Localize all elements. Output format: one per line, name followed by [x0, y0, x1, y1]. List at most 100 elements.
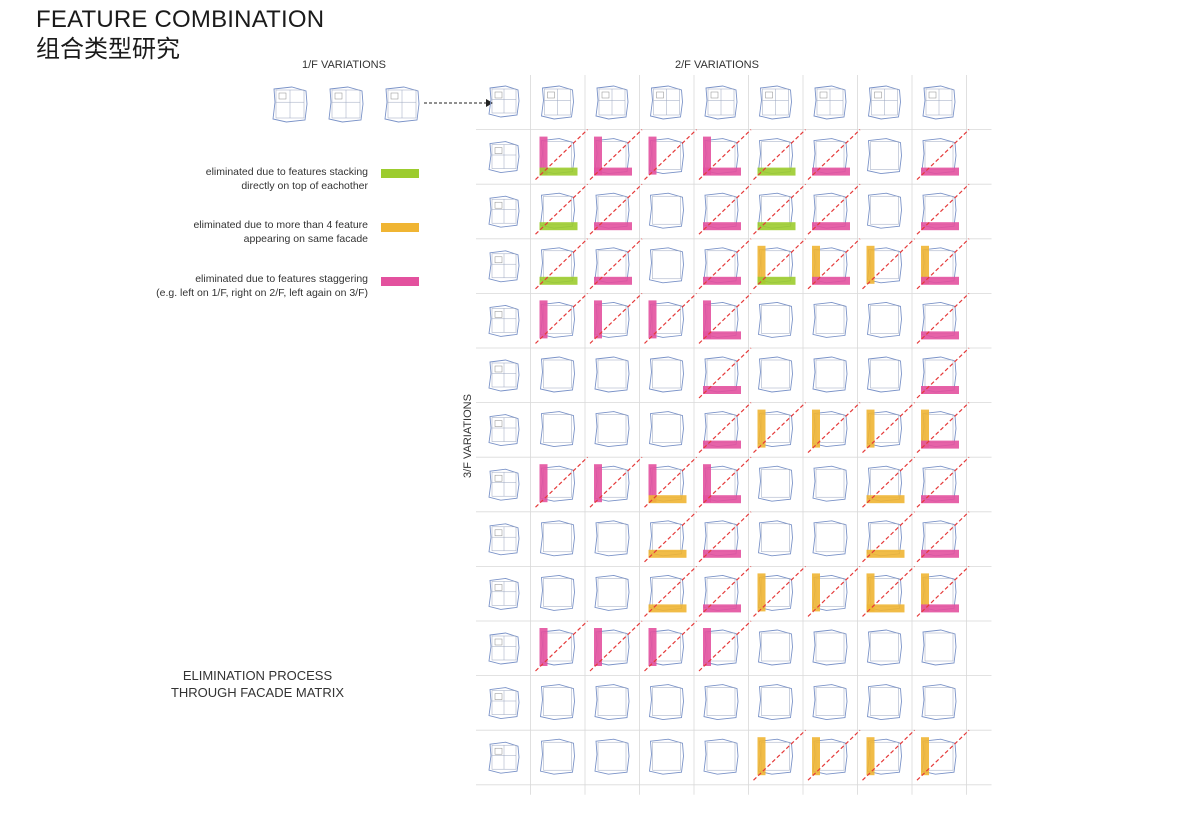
matrix-cell-plan-inner: [652, 468, 681, 498]
matrix-cell-plan-inner: [543, 741, 572, 771]
elimination-slash: [807, 729, 861, 781]
legend-facade-line2: appearing on same facade: [243, 233, 368, 245]
elimination-slash: [753, 402, 806, 454]
matrix-cell-plan-inner: [815, 414, 845, 443]
vertical-feature-bar: [594, 464, 602, 503]
matrix-cell-plan: [812, 301, 848, 338]
matrix-cell-plan-inner: [597, 523, 627, 553]
matrix-cell-plan-inner: [815, 741, 845, 771]
matrix-cell-plan-inner: [706, 414, 736, 443]
elimination-slash: [589, 129, 643, 181]
matrix-cell-plan: [594, 356, 630, 393]
elimination-slash: [589, 292, 643, 344]
matrix-cell-plan-inner: [815, 250, 845, 280]
vertical-feature-bar: [866, 245, 875, 284]
third-floor-plan-stair: [494, 201, 503, 209]
matrix-cell-plan-inner: [597, 141, 627, 170]
third-floor-plan-stair: [494, 584, 503, 591]
matrix-cell-plan-inner: [706, 578, 736, 607]
matrix-cell-plan-inner: [761, 414, 790, 443]
elimination-slash: [535, 183, 588, 235]
elimination-slash: [698, 129, 752, 181]
third-floor-plan: [488, 741, 520, 774]
second-floor-plan-stair: [601, 91, 610, 99]
elimination-slash: [916, 402, 970, 454]
elimination-slash: [862, 402, 915, 454]
matrix-cell-plan-inner: [543, 468, 572, 498]
matrix-cell-plan: [594, 738, 630, 775]
matrix-cell-plan-inner: [870, 141, 899, 170]
corner-plan: [488, 85, 520, 118]
vertical-feature-bar: [866, 737, 875, 776]
elimination-slash: [644, 292, 697, 344]
legend-text-staggering: eliminated due to features staggering (e…: [68, 272, 368, 300]
matrix-cell-plan-inner: [706, 632, 736, 662]
elimination-slash: [862, 729, 915, 781]
matrix-cell-plan-inner: [924, 141, 954, 170]
matrix-cell-plan-inner: [597, 468, 627, 498]
matrix-cell-plan: [649, 411, 684, 448]
vertical-feature-bar: [812, 573, 820, 612]
elimination-slash: [698, 183, 752, 235]
elimination-slash: [698, 347, 752, 399]
vertical-feature-bar: [648, 464, 657, 503]
elimination-slash: [862, 456, 915, 508]
caption-line1: ELIMINATION PROCESS: [182, 668, 333, 683]
matrix-cell-plan-inner: [815, 195, 845, 225]
horizontal-feature-bar: [703, 276, 741, 285]
vertical-feature-bar: [812, 737, 820, 776]
horizontal-feature-bar: [866, 495, 905, 504]
matrix-cell-plan-inner: [597, 195, 627, 225]
third-floor-plan-stair: [494, 311, 503, 318]
second-floor-plan: [868, 85, 901, 120]
elimination-slash: [535, 456, 588, 508]
elimination-slash: [916, 511, 970, 563]
vertical-feature-bar: [921, 573, 929, 612]
horizontal-feature-bar: [812, 276, 850, 285]
vertical-feature-bar: [703, 136, 711, 175]
matrix-cell-plan-inner: [924, 468, 954, 498]
matrix-cell-plan-inner: [652, 687, 681, 716]
elimination-slash: [753, 729, 806, 781]
matrix-cell-plan-inner: [761, 632, 790, 662]
elimination-slash: [753, 565, 806, 617]
horizontal-feature-bar: [703, 167, 741, 176]
matrix-cell-plan-inner: [924, 741, 954, 771]
horizontal-feature-bar: [921, 386, 959, 394]
first-floor-plan-1: [272, 86, 308, 123]
matrix-cell-plan-inner: [924, 414, 954, 443]
matrix-cell-plan-inner: [706, 359, 736, 389]
matrix-cell-plan-inner: [761, 741, 790, 771]
legend-staggering-line1: eliminated due to features staggering: [195, 273, 368, 285]
matrix-cell-plan: [703, 738, 739, 775]
matrix-cell-plan-inner: [870, 250, 899, 280]
elimination-slash: [535, 620, 588, 672]
matrix-cell-plan-inner: [652, 523, 681, 553]
matrix-cell-plan-inner: [870, 523, 899, 553]
horizontal-feature-bar: [703, 549, 741, 558]
matrix-cell-plan: [867, 684, 902, 721]
first-floor-plan-3: [384, 86, 420, 123]
third-floor-plan: [488, 577, 520, 610]
matrix-cell-plan-inner: [543, 687, 572, 716]
third-floor-plan: [488, 468, 520, 501]
matrix-cell-plan-inner: [870, 741, 899, 771]
matrix-cell-plan-inner: [761, 578, 790, 607]
horizontal-feature-bar: [539, 167, 578, 176]
legend-stacking-line1: eliminated due to features stacking: [205, 166, 368, 178]
vertical-feature-bar: [539, 464, 548, 503]
legend-staggering-line2: (e.g. left on 1/F, right on 2/F, left ag…: [156, 287, 368, 299]
matrix-cell-plan-inner: [815, 578, 845, 607]
legend-stacking-line2: directly on top of eachother: [241, 180, 368, 192]
matrix-cell-plan: [758, 465, 793, 502]
matrix-cell-plan: [540, 356, 575, 393]
matrix-cell-plan-inner: [815, 359, 845, 389]
arrowhead-icon: [486, 99, 493, 107]
horizontal-feature-bar: [921, 167, 959, 176]
matrix-cell-plan-inner: [543, 305, 572, 334]
elimination-slash: [698, 565, 752, 617]
elimination-slash: [916, 456, 970, 508]
matrix-cell-plan-inner: [815, 468, 845, 498]
horizontal-feature-bar: [812, 222, 850, 231]
legend-swatch-magenta: [381, 277, 419, 286]
